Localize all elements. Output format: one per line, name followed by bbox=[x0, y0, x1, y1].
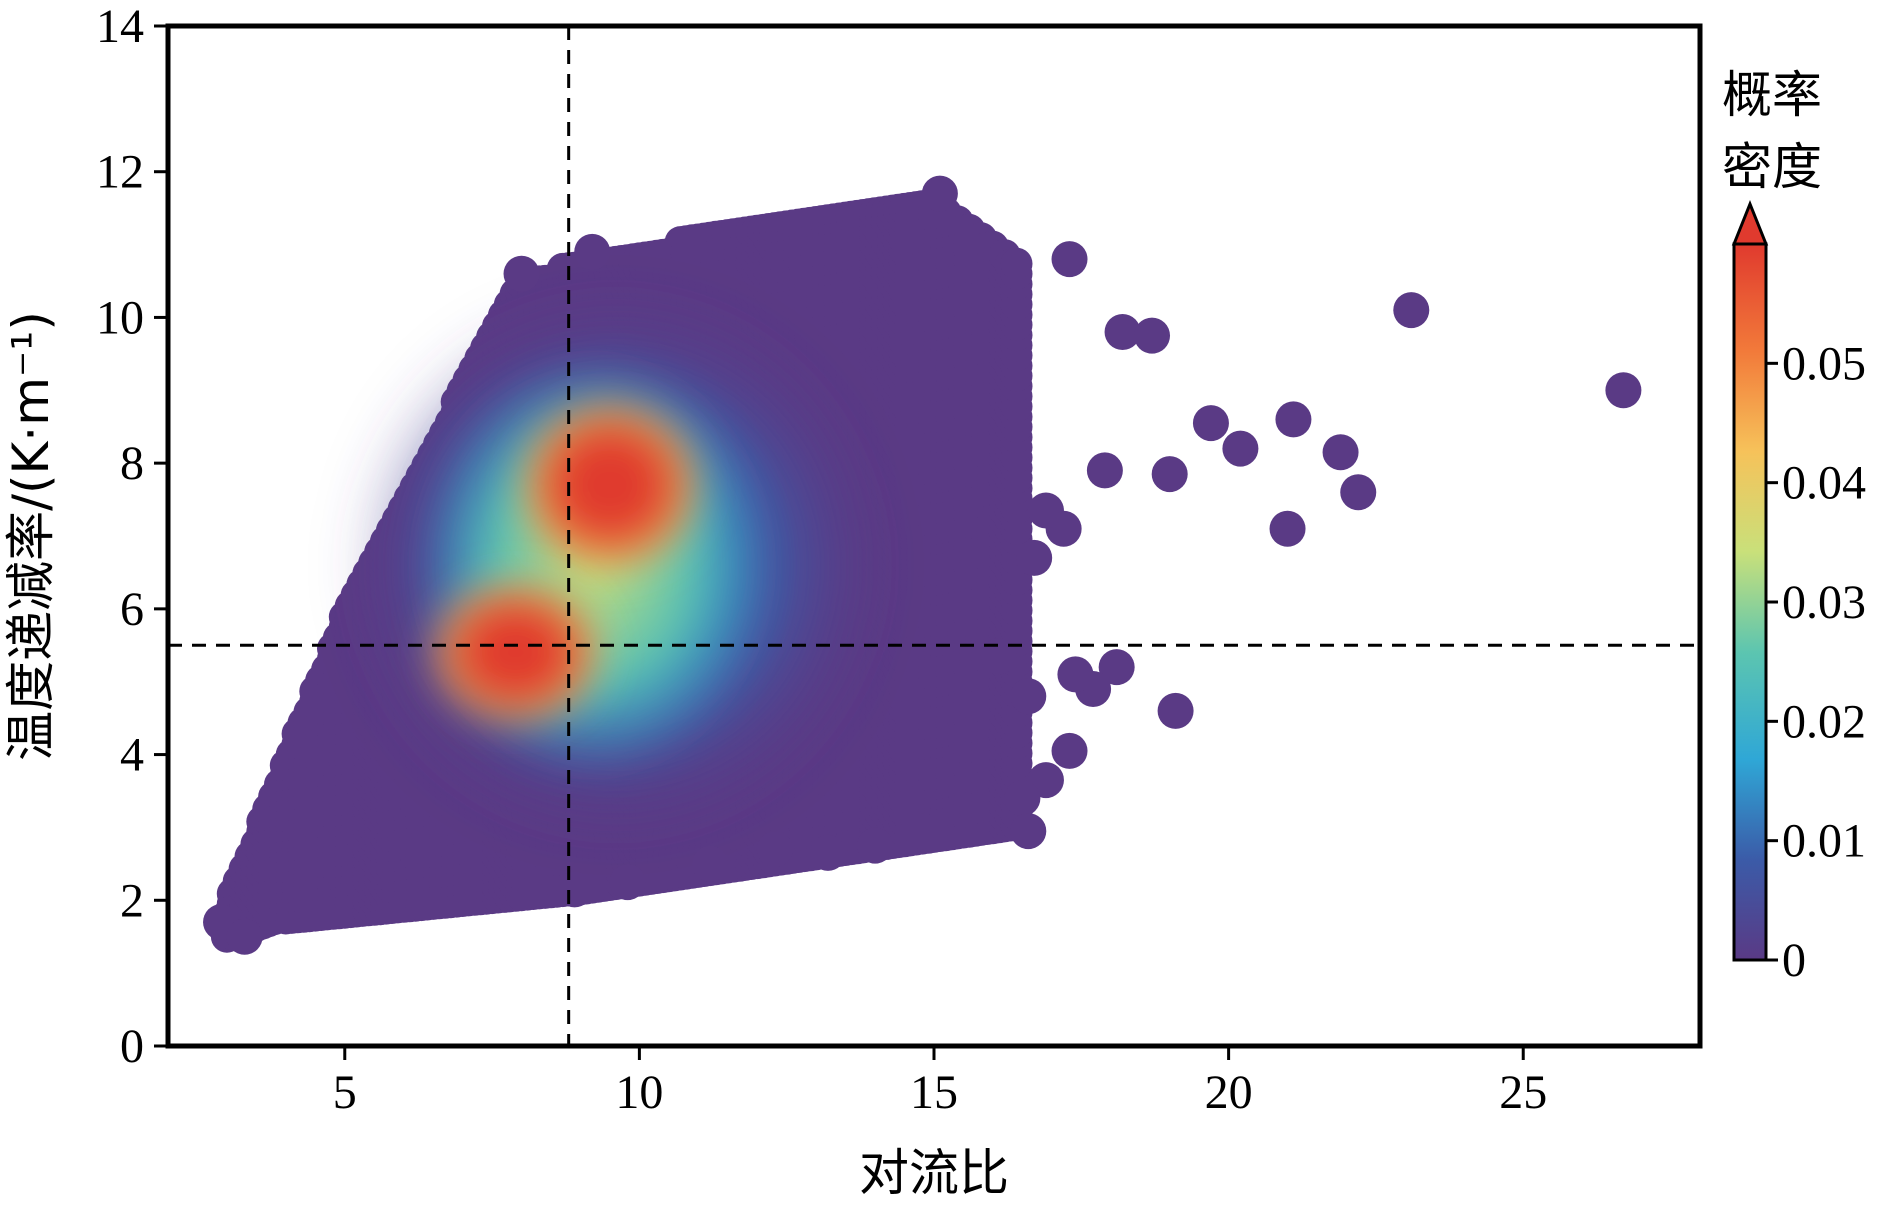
scatter-density-chart: 5 10 15 20 25 02468101214 对流比 温度递减率/(K·m⁻¹) … bbox=[2, 0, 1866, 1202]
